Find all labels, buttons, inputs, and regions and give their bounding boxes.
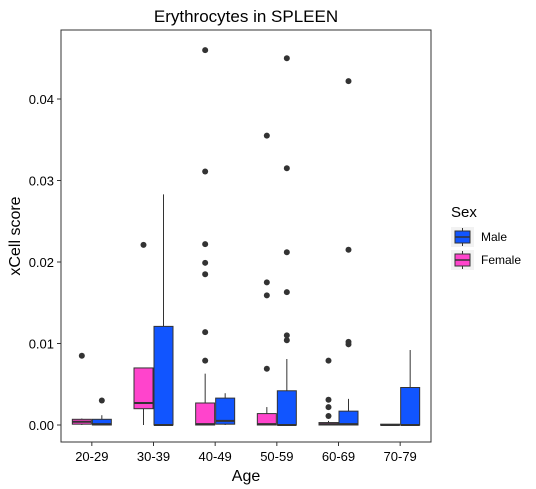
box-body xyxy=(338,410,359,426)
x-tick-label: 30-39 xyxy=(137,449,170,464)
chart-title: Erythrocytes in SPLEEN xyxy=(154,7,338,26)
outlier-point xyxy=(263,279,270,286)
x-axis-title: Age xyxy=(232,468,261,485)
box-female-70-79 xyxy=(380,423,401,426)
outlier-point xyxy=(345,246,352,253)
outlier-point xyxy=(283,165,290,172)
outlier-point xyxy=(78,352,85,359)
outlier-point xyxy=(345,338,352,345)
outlier-point xyxy=(345,78,352,85)
box-body xyxy=(276,390,297,426)
outlier-point xyxy=(325,396,332,403)
outlier-point xyxy=(98,397,105,404)
outlier-point xyxy=(325,413,332,420)
legend-label: Male xyxy=(481,230,507,244)
box-male-50-59 xyxy=(276,55,297,426)
outlier-point xyxy=(283,332,290,339)
box-female-40-49 xyxy=(195,47,216,426)
box-female-30-39 xyxy=(133,241,154,425)
outlier-point xyxy=(325,404,332,411)
y-axis-title: xCell score xyxy=(7,196,24,275)
outlier-point xyxy=(283,337,290,344)
x-tick-label: 40-49 xyxy=(199,449,232,464)
box-body xyxy=(215,397,236,425)
y-tick-label: 0.01 xyxy=(29,337,54,352)
outlier-point xyxy=(202,271,209,278)
box-male-30-39 xyxy=(153,194,174,426)
legend: Sex Male Female xyxy=(451,204,521,270)
y-tick-label: 0.03 xyxy=(29,174,54,189)
outlier-point xyxy=(202,47,209,54)
legend-label: Female xyxy=(481,253,521,267)
box-body xyxy=(133,367,154,410)
outlier-point xyxy=(140,241,147,248)
outlier-point xyxy=(263,132,270,139)
box-body xyxy=(195,402,216,426)
x-axis: 20-29 30-39 40-49 50-59 60-69 70-79 xyxy=(75,442,417,464)
outlier-point xyxy=(283,55,290,62)
plot-border xyxy=(60,29,432,443)
x-tick-label: 70-79 xyxy=(384,449,417,464)
y-tick-label: 0.00 xyxy=(29,418,54,433)
box-male-20-29 xyxy=(91,397,112,426)
outlier-point xyxy=(263,292,270,299)
y-axis: 0.00 0.01 0.02 0.03 0.04 xyxy=(29,92,61,433)
box-body xyxy=(400,387,421,426)
box-male-70-79 xyxy=(400,350,421,426)
legend-title: Sex xyxy=(451,204,477,221)
y-tick-label: 0.04 xyxy=(29,92,54,107)
box-female-50-59 xyxy=(256,132,277,426)
box-male-60-69 xyxy=(338,78,359,426)
box-female-60-69 xyxy=(318,357,339,426)
x-tick-label: 20-29 xyxy=(75,449,108,464)
legend-item-male: Male xyxy=(451,227,507,247)
y-tick-label: 0.02 xyxy=(29,255,54,270)
outlier-point xyxy=(202,259,209,266)
plot-area xyxy=(71,47,421,426)
outlier-point xyxy=(202,357,209,364)
outlier-point xyxy=(202,241,209,248)
legend-item-female: Female xyxy=(451,250,521,270)
outlier-point xyxy=(283,249,290,256)
box-male-40-49 xyxy=(215,393,236,425)
box-body xyxy=(153,325,174,426)
outlier-point xyxy=(263,365,270,372)
outlier-point xyxy=(325,357,332,364)
x-tick-label: 60-69 xyxy=(322,449,355,464)
outlier-point xyxy=(283,289,290,296)
outlier-point xyxy=(202,168,209,175)
outlier-point xyxy=(202,329,209,336)
x-tick-label: 50-59 xyxy=(260,449,293,464)
box-female-20-29 xyxy=(71,352,92,425)
